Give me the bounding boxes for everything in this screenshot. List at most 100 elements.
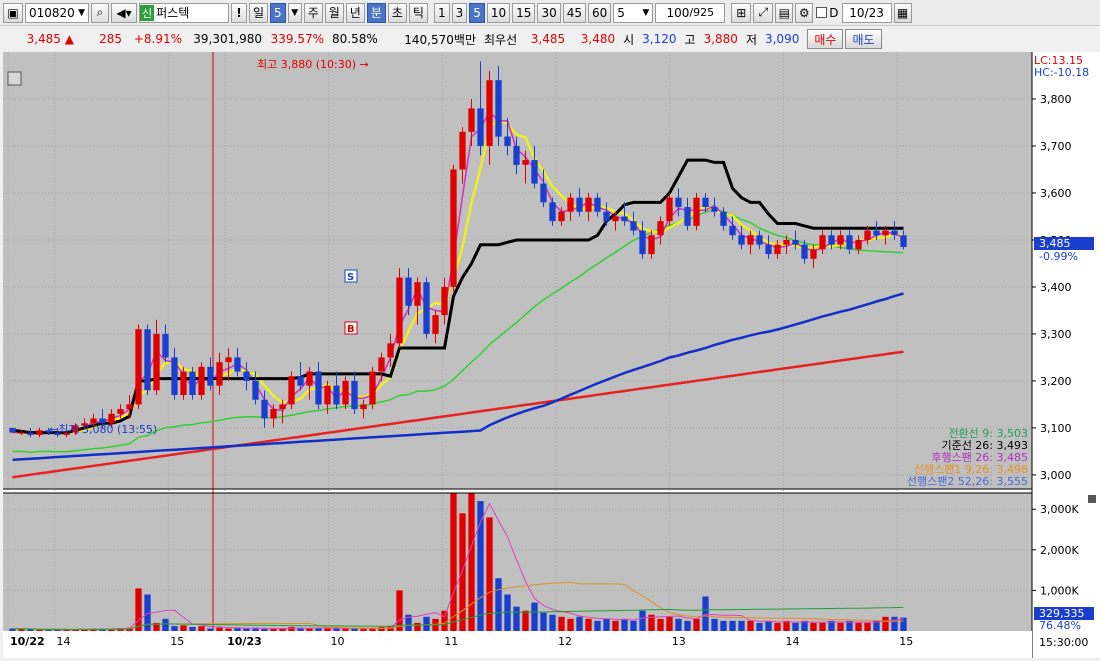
candle-body [243, 371, 250, 381]
volume-bar [234, 628, 241, 631]
volume-panel-close-icon[interactable] [1088, 495, 1096, 503]
count-field[interactable]: 100 /925 [655, 2, 726, 23]
candle-body [450, 169, 457, 287]
buy-button[interactable]: 매수 [807, 29, 844, 49]
sell-button[interactable]: 매도 [845, 29, 882, 49]
window-icon[interactable]: ▣ [3, 2, 23, 23]
volume-bar [216, 627, 223, 631]
volume-bar [837, 622, 844, 631]
interval-10[interactable]: 10 [486, 2, 511, 23]
candle-body [468, 108, 475, 132]
candle-body [495, 80, 502, 137]
candle-body [792, 239, 799, 245]
candle-body [612, 216, 619, 222]
interval-3[interactable]: 3 [451, 2, 468, 23]
gear-icon[interactable]: ⚙ [795, 2, 814, 23]
y-axis-panel [1032, 52, 1100, 658]
candle-body [477, 108, 484, 146]
period-dropdown-icon[interactable]: ▼ [287, 2, 302, 23]
toolbar: ▣ 010820 ▼ ⌕ ◀▾ 신 퍼스텍 ! 일 5 ▼ 주 월 년 분 초 … [0, 0, 1100, 26]
candle-body [180, 371, 187, 396]
interval-select-value: 5 [617, 5, 625, 20]
volume-bar [477, 501, 484, 631]
candle-body [729, 225, 736, 236]
tab-second[interactable]: 초 [387, 2, 407, 23]
legend-entry: 선행스팬2 52,26: 3,555 [907, 475, 1028, 488]
y-tick-label: 3,600 [1040, 187, 1072, 200]
legend-entry: 기준선 26: 3,493 [941, 439, 1028, 452]
speaker-icon[interactable]: ◀▾ [111, 2, 137, 23]
volume-bar [288, 626, 295, 631]
period-num-button[interactable]: 5 [270, 2, 286, 23]
volume-bar [63, 629, 70, 631]
volume-bar [675, 618, 682, 631]
volume-bar [261, 628, 268, 631]
candle-body [261, 399, 268, 419]
candle-body [747, 235, 754, 245]
candle-body [153, 333, 160, 391]
volume-bar [414, 622, 421, 631]
calendar-icon[interactable]: ▦ [893, 2, 912, 23]
candle-body [594, 197, 601, 212]
x-axis: 10/22 14 15 10/23 10 11 12 13 14 15 [3, 631, 1032, 658]
current-price-tag [1034, 237, 1094, 250]
stock-code-input[interactable]: 010820 ▼ [25, 2, 89, 23]
save-icon[interactable]: ▤ [775, 2, 794, 23]
tab-tick[interactable]: 틱 [408, 2, 428, 23]
volume-bar [162, 618, 169, 631]
stock-name-field[interactable]: 신 퍼스텍 [139, 2, 229, 23]
candle-body [684, 207, 691, 226]
compare-icon[interactable]: ⤢ [753, 2, 774, 23]
volume-bar [315, 628, 322, 631]
interval-30[interactable]: 30 [537, 2, 561, 23]
tab-minute[interactable]: 분 [366, 2, 386, 23]
tab-year[interactable]: 년 [345, 2, 365, 23]
period-day-button[interactable]: 일 [249, 2, 269, 23]
volume-tag [1034, 607, 1094, 620]
volume-bar [441, 610, 448, 631]
candle-body [36, 430, 43, 435]
candle-body [738, 235, 745, 245]
volume-lines [12, 502, 904, 631]
low-price: 3,090 [764, 32, 800, 46]
volume-bar [225, 628, 232, 631]
tab-month[interactable]: 월 [324, 2, 344, 23]
open-label: 시 [623, 32, 635, 47]
base-line [12, 158, 904, 435]
price-chart-svg[interactable]: 3,8003,7003,6003,5003,4003,3003,2003,100… [3, 52, 1100, 658]
volume-bar [900, 617, 907, 631]
price-change: 285 [99, 32, 122, 46]
chart-area[interactable]: 3,8003,7003,6003,5003,4003,3003,2003,100… [3, 52, 1100, 658]
date-input[interactable]: 10/23 [841, 2, 892, 23]
candle-body [558, 211, 565, 222]
candle-body [306, 371, 313, 386]
chart-tool-icon[interactable]: ⊞ [731, 2, 752, 23]
interval-5[interactable]: 5 [469, 2, 485, 23]
volume-bar [702, 596, 709, 631]
search-icon[interactable]: ⌕ [91, 2, 109, 23]
volume-bar [720, 620, 727, 631]
interval-1[interactable]: 1 [433, 2, 450, 23]
y-tick-label: 3,700 [1040, 140, 1072, 153]
candle-body [648, 235, 655, 255]
vol-ma5-line [12, 502, 904, 631]
interval-15[interactable]: 15 [512, 2, 536, 23]
turnover-rate: 80.58% [332, 32, 378, 46]
y-tick-label: 3,300 [1040, 328, 1072, 341]
candle-body [297, 376, 304, 386]
candle-body [396, 277, 403, 344]
volume-bar [396, 590, 403, 631]
panel-menu-icon[interactable] [7, 71, 22, 86]
alert-button[interactable]: ! [231, 2, 247, 23]
tab-week[interactable]: 주 [303, 2, 323, 23]
volume-bar [549, 614, 556, 631]
interval-select[interactable]: 5 ▼ [613, 2, 654, 23]
candle-body [522, 160, 529, 165]
interval-45[interactable]: 45 [562, 2, 587, 23]
candle-body [819, 235, 826, 250]
candle-body [810, 249, 817, 259]
y-tick-label: 3,400 [1040, 281, 1072, 294]
high-label: 고 [684, 32, 696, 47]
d-checkbox[interactable]: D [815, 3, 839, 23]
interval-60[interactable]: 60 [588, 2, 612, 23]
